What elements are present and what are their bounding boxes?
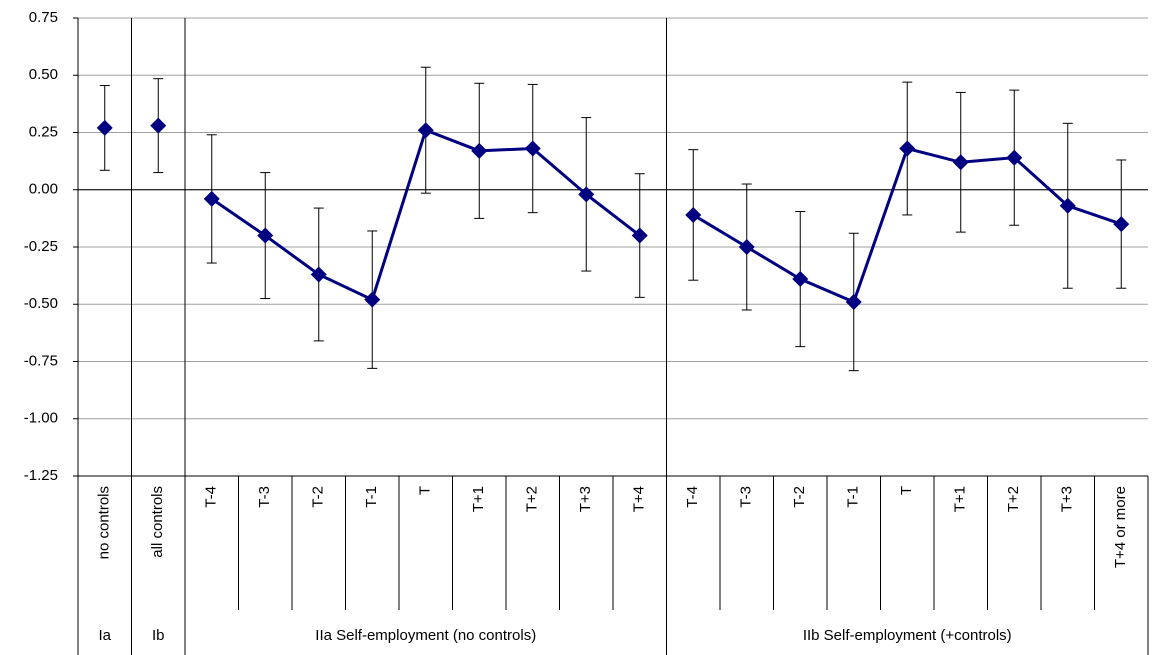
y-tick-label: -0.50 [24,295,58,312]
marker [1006,149,1023,166]
x-tick-label: all controls [149,486,166,558]
x-tick-label: T-3 [738,486,755,508]
x-tick-label: T-2 [791,486,808,508]
marker [203,190,220,207]
marker [738,239,755,255]
x-tick-label: T [417,486,434,495]
group-label: Ia [98,627,111,644]
marker [150,117,167,134]
group-label: IIa Self-employment (no controls) [315,627,536,644]
marker [96,119,113,136]
marker [310,266,327,283]
y-tick-label: -0.75 [24,352,58,369]
group-label: IIb Self-employment (+controls) [803,627,1012,644]
marker [578,186,595,203]
marker [364,291,381,308]
y-tick-label: 0.50 [29,66,58,83]
marker [257,227,274,244]
marker [1059,197,1076,214]
marker [845,293,862,310]
x-tick-label: T+3 [577,486,594,512]
marker [1113,216,1130,233]
x-tick-label: T-4 [684,486,701,508]
x-tick-label: T-1 [363,486,380,508]
marker [952,154,969,171]
x-tick-label: T+4 or more [1112,486,1129,568]
y-tick-label: -0.25 [24,238,58,255]
marker [792,271,809,288]
group-label: Ib [152,627,165,644]
x-tick-label: T+1 [470,486,487,512]
x-tick-label: T+3 [1059,486,1076,512]
x-tick-label: T-1 [845,486,862,508]
x-tick-label: T-3 [256,486,273,508]
x-tick-label: T+1 [952,486,969,512]
marker [524,140,541,157]
x-tick-label: T+2 [524,486,541,512]
y-tick-label: 0.25 [29,123,58,140]
marker [631,227,648,244]
x-tick-label: T+4 [631,486,648,512]
y-tick-label: -1.25 [24,467,58,484]
marker [417,122,434,139]
marker [899,140,916,157]
y-tick-label: 0.75 [29,9,58,26]
marker [685,206,702,223]
x-tick-label: T-4 [203,486,220,508]
y-tick-label: -1.00 [24,410,58,427]
marker [471,142,488,159]
x-tick-label: no controls [96,486,113,559]
x-tick-label: T+2 [1005,486,1022,512]
y-tick-label: 0.00 [29,181,58,198]
x-tick-label: T-2 [310,486,327,508]
x-tick-label: T [898,486,915,495]
